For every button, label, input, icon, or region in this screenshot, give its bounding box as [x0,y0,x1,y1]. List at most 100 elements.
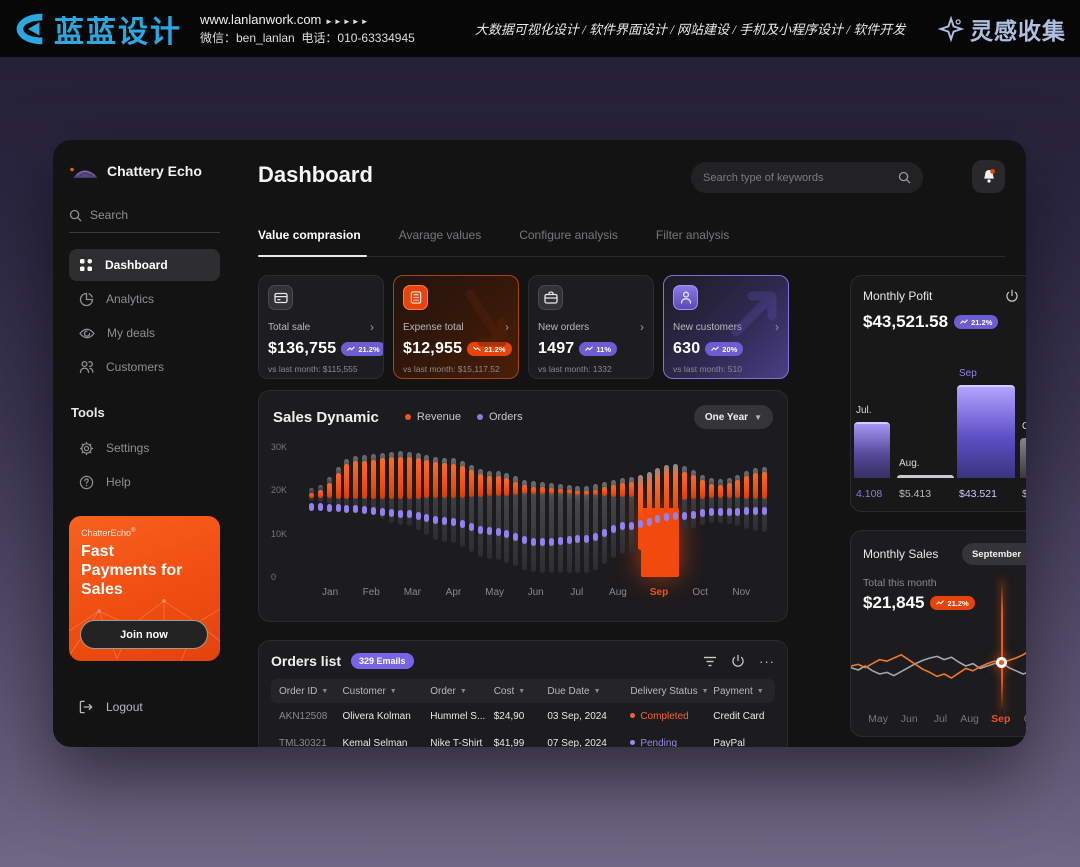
sidebar-item-customers[interactable]: Customers [69,351,220,383]
orders-segment [744,507,750,516]
waveform-bar [655,467,661,538]
revenue-bar [371,459,377,499]
profit-bar-aug [897,475,954,478]
waveform-bar [495,471,501,561]
revenue-bar [699,480,705,499]
stat-card-new-orders[interactable]: New orders › 1497 11% vs last month: 1332 [528,275,654,379]
orders-segment [699,509,705,518]
column-header-order-id[interactable]: Order ID ▼ [279,685,329,697]
orders-segment [566,535,572,544]
sidebar-item-analytics[interactable]: Analytics [69,283,220,315]
stat-badge: 20% [705,342,744,356]
stat-card-total-sale[interactable]: Total sale › $136,755 21.2% vs last month: $… [258,275,384,379]
users-icon [79,360,94,374]
header-search-input[interactable] [703,171,898,184]
chevron-right-icon[interactable]: › [370,320,374,334]
more-options-icon[interactable]: ··· [759,653,775,669]
header-search[interactable] [691,162,923,193]
bell-icon [981,168,997,185]
sidebar-item-dashboard[interactable]: Dashboard [69,249,220,281]
deals-icon [79,327,95,340]
revenue-bar [762,471,768,499]
sidebar-item-my-deals[interactable]: My deals [69,317,220,349]
export-icon[interactable] [731,654,745,668]
tab-filter-analysis[interactable]: Filter analysis [655,228,730,242]
promo-title: Fast Payments for Sales [81,543,183,598]
orders-segment [708,508,714,517]
sidebar-search[interactable] [69,208,220,233]
column-header-delivery-status[interactable]: Delivery Status ▼ [630,685,709,697]
revenue-bar [628,482,634,498]
waveform-bar [753,467,759,531]
orders-segment [602,528,608,537]
column-header-due-date[interactable]: Due Date ▼ [547,685,601,697]
chevron-right-icon[interactable]: › [505,320,509,334]
join-now-button[interactable]: Join now [80,620,208,649]
sort-caret-icon: ▼ [756,687,764,695]
range-select[interactable]: One Year ▼ [693,405,773,429]
grid-icon [79,258,93,272]
monthly-profit-chart: Jul. Aug. Sep Oct. [851,356,1026,478]
orders-segment [442,517,448,526]
orders-segment [682,511,688,520]
sidebar-item-settings[interactable]: Settings [69,432,220,464]
stat-value: 630 [673,340,701,357]
month-select[interactable]: September▼ [961,543,1026,565]
banner-wechat: 微信：ben_lanlan [200,31,295,46]
column-header-payment[interactable]: Payment ▼ [713,685,764,697]
tab-configure-analysis[interactable]: Configure analysis [519,228,618,242]
monthly-sales-title: Monthly Sales [863,547,939,561]
profit-bar-value: $43.521 [959,488,997,500]
revenue-bar [477,473,483,497]
table-row[interactable]: AKN12508 Olivera Kolman Hummel S... $24,90 0… [279,711,765,722]
revenue-bar [397,456,403,499]
gear-icon [79,441,94,456]
waveform-bar [735,474,741,526]
logout-icon [79,700,94,714]
orders-segment [557,536,563,545]
stat-card-expense-total[interactable]: Expense total › $12,955 21.2% vs last month:… [393,275,519,379]
x-tick-aug: Aug [960,713,979,725]
orders-segment [575,534,581,543]
profit-bar-value: $12.98 [1022,488,1026,500]
waveform-bar [726,478,732,524]
table-row[interactable]: TML30321 Kemal Selman Nike T-Shirt $41,99 07… [279,738,745,747]
revenue-bar [531,486,537,494]
profit-bar-month-label: Aug. [899,458,920,469]
column-header-cost[interactable]: Cost ▼ [493,685,526,697]
filter-icon[interactable] [703,656,717,667]
orders-segment [308,502,314,511]
orders-segment [522,536,528,545]
sidebar-item-help[interactable]: Help [69,466,220,498]
export-icon[interactable] [1005,289,1019,303]
revenue-bar [522,484,528,495]
chevron-right-icon[interactable]: › [775,320,779,334]
chevron-right-icon[interactable]: › [640,320,644,334]
logout-button[interactable]: Logout [79,700,143,714]
revenue-bar [415,458,421,499]
waveform-bar [451,458,457,544]
x-tick-jan: Jan [322,587,339,598]
sidebar-search-input[interactable] [90,208,200,222]
notifications-button[interactable] [972,160,1005,193]
revenue-bar [602,487,608,496]
x-tick-apr: Apr [445,587,462,598]
tab-value-comprasion[interactable]: Value comprasion [258,228,367,257]
waveform-bar [628,477,634,553]
orders-segment [326,503,332,512]
orders-segment [353,505,359,514]
orders-segment [735,507,741,516]
sales-dynamic-chart [307,447,769,577]
column-header-customer[interactable]: Customer ▼ [342,685,397,697]
tab-avarage-values[interactable]: Avarage values [398,228,482,242]
profit-bar-value: 4.108 [856,488,883,500]
revenue-bar [344,464,350,499]
waveform-bar [548,482,554,573]
column-header-order[interactable]: Order ▼ [430,685,467,697]
stat-sub: vs last month: $15,117.52 [403,364,500,374]
orders-segment [495,527,501,536]
revenue-bar [308,493,314,498]
revenue-bar [690,475,696,500]
stat-card-new-customers[interactable]: New customers › 630 20% vs last month: 510 [663,275,789,379]
revenue-bar [459,466,465,498]
